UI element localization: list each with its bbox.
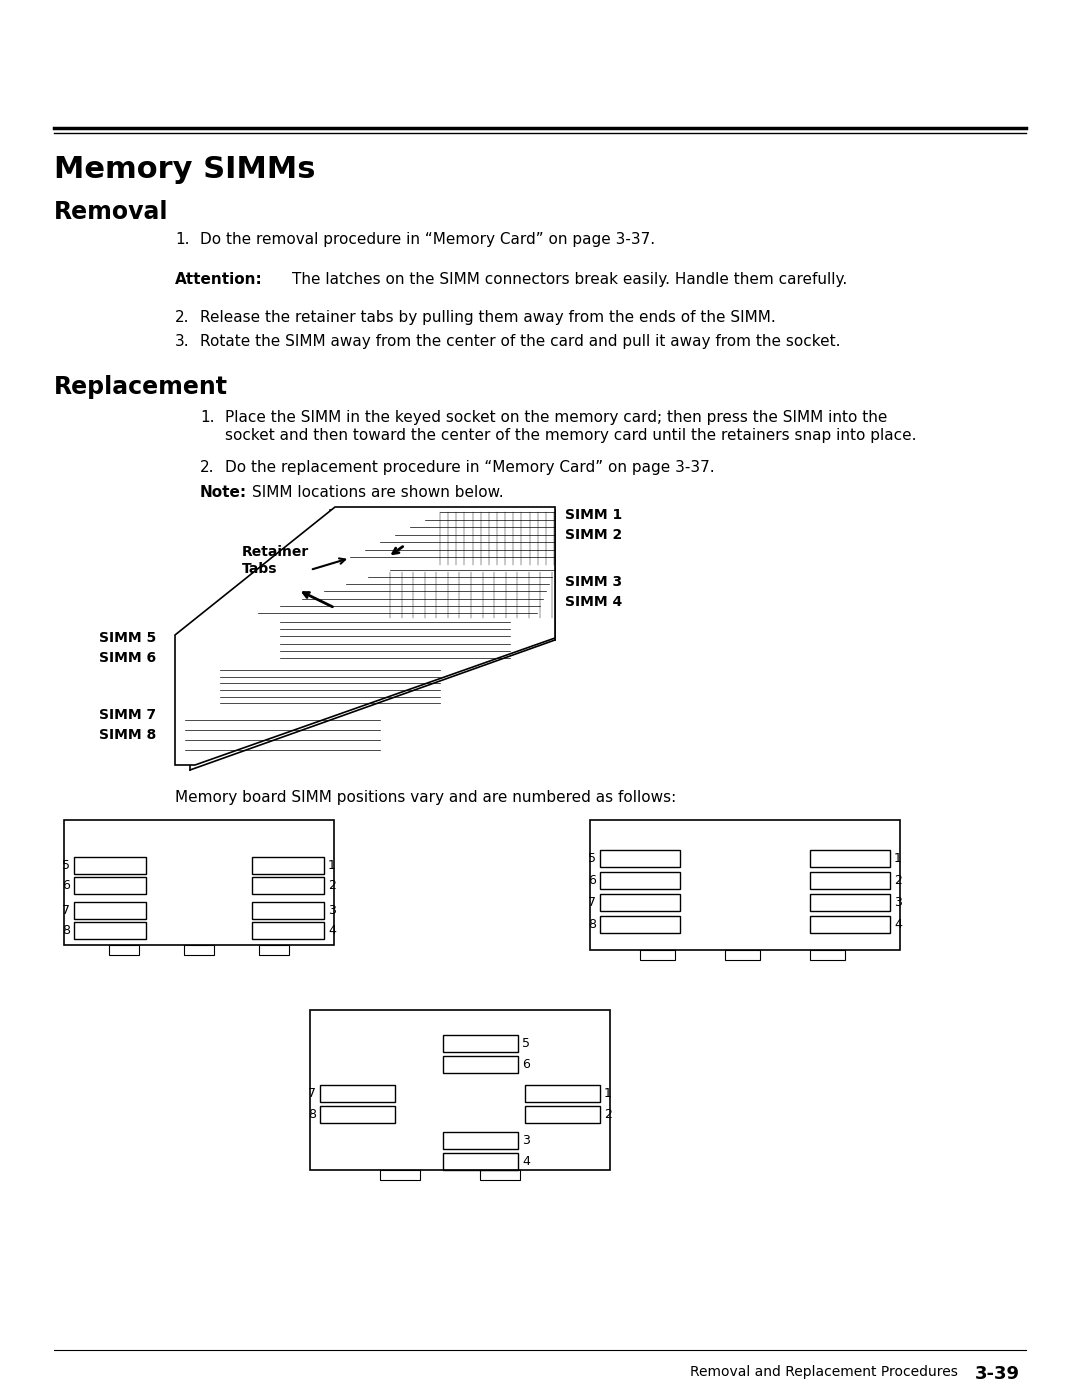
Text: 3.: 3. <box>175 334 190 349</box>
Text: SIMM 4: SIMM 4 <box>565 595 622 609</box>
Text: 2: 2 <box>328 879 336 893</box>
Text: 3: 3 <box>894 895 902 909</box>
Bar <box>75 856 146 875</box>
Text: 1: 1 <box>894 852 902 865</box>
Bar <box>480 1171 519 1180</box>
Text: Release the retainer tabs by pulling them away from the ends of the SIMM.: Release the retainer tabs by pulling the… <box>200 310 775 326</box>
Text: 5: 5 <box>588 852 596 865</box>
Bar <box>600 916 680 933</box>
Text: The latches on the SIMM connectors break easily. Handle them carefully.: The latches on the SIMM connectors break… <box>292 272 847 286</box>
Bar <box>600 894 680 911</box>
Text: 6: 6 <box>522 1058 530 1071</box>
Bar <box>64 820 334 944</box>
Bar <box>259 944 289 956</box>
Text: Do the removal procedure in “Memory Card” on page 3-37.: Do the removal procedure in “Memory Card… <box>200 232 656 247</box>
Text: 4: 4 <box>894 918 902 930</box>
Text: SIMM 8: SIMM 8 <box>98 728 156 742</box>
Text: 6: 6 <box>63 879 70 893</box>
Bar <box>310 1010 610 1171</box>
Text: 7: 7 <box>62 904 70 916</box>
Text: Memory board SIMM positions vary and are numbered as follows:: Memory board SIMM positions vary and are… <box>175 789 676 805</box>
Text: 8: 8 <box>62 923 70 937</box>
Bar <box>252 902 324 919</box>
Bar <box>443 1132 518 1148</box>
Text: Do the replacement procedure in “Memory Card” on page 3-37.: Do the replacement procedure in “Memory … <box>225 460 715 475</box>
Text: 1.: 1. <box>175 232 189 247</box>
Text: 5: 5 <box>62 859 70 872</box>
Text: 2.: 2. <box>200 460 215 475</box>
Text: SIMM 5: SIMM 5 <box>98 631 156 645</box>
Text: 7: 7 <box>588 895 596 909</box>
Text: 6: 6 <box>589 875 596 887</box>
Text: Memory SIMMs: Memory SIMMs <box>54 155 315 184</box>
Text: 5: 5 <box>522 1037 530 1051</box>
Text: SIMM 7: SIMM 7 <box>99 708 156 722</box>
Text: Place the SIMM in the keyed socket on the memory card; then press the SIMM into : Place the SIMM in the keyed socket on th… <box>225 409 888 425</box>
Text: Removal: Removal <box>54 200 168 224</box>
Bar <box>810 849 890 868</box>
Text: SIMM 1: SIMM 1 <box>565 509 622 522</box>
Bar <box>320 1106 395 1123</box>
Bar <box>184 944 214 956</box>
Text: 1: 1 <box>328 859 336 872</box>
Text: 2: 2 <box>604 1108 612 1120</box>
Text: 3: 3 <box>522 1134 530 1147</box>
Text: 3-39: 3-39 <box>975 1365 1020 1383</box>
Text: SIMM locations are shown below.: SIMM locations are shown below. <box>252 485 503 500</box>
Text: Tabs: Tabs <box>242 562 278 576</box>
Text: SIMM 3: SIMM 3 <box>565 576 622 590</box>
Text: Replacement: Replacement <box>54 374 228 400</box>
Bar <box>600 872 680 888</box>
Text: 1.: 1. <box>200 409 215 425</box>
Text: 8: 8 <box>308 1108 316 1120</box>
Text: 8: 8 <box>588 918 596 930</box>
Bar <box>443 1035 518 1052</box>
Text: 2.: 2. <box>175 310 189 326</box>
Bar <box>810 916 890 933</box>
Bar <box>725 950 760 960</box>
Bar <box>75 902 146 919</box>
Text: 1: 1 <box>604 1087 612 1099</box>
Text: Attention:: Attention: <box>175 272 262 286</box>
Bar <box>380 1171 420 1180</box>
Text: Retainer: Retainer <box>242 545 309 559</box>
Bar <box>252 922 324 939</box>
Bar <box>443 1153 518 1171</box>
Text: Rotate the SIMM away from the center of the card and pull it away from the socke: Rotate the SIMM away from the center of … <box>200 334 840 349</box>
Bar <box>640 950 675 960</box>
Bar <box>252 856 324 875</box>
Text: 4: 4 <box>522 1155 530 1168</box>
Text: Note:: Note: <box>200 485 247 500</box>
Bar <box>810 872 890 888</box>
Bar <box>525 1106 600 1123</box>
Polygon shape <box>175 507 555 766</box>
Bar <box>600 849 680 868</box>
Text: 7: 7 <box>308 1087 316 1099</box>
Bar <box>810 894 890 911</box>
Bar <box>810 950 845 960</box>
Text: 2: 2 <box>894 875 902 887</box>
Bar <box>525 1085 600 1102</box>
Bar <box>75 922 146 939</box>
Text: 4: 4 <box>328 923 336 937</box>
Bar <box>109 944 139 956</box>
Text: SIMM 6: SIMM 6 <box>99 651 156 665</box>
Bar <box>252 877 324 894</box>
Text: Removal and Replacement Procedures: Removal and Replacement Procedures <box>690 1365 958 1379</box>
Text: SIMM 2: SIMM 2 <box>565 528 622 542</box>
Bar <box>320 1085 395 1102</box>
Bar <box>590 820 900 950</box>
Text: socket and then toward the center of the memory card until the retainers snap in: socket and then toward the center of the… <box>225 427 917 443</box>
Bar <box>443 1056 518 1073</box>
Bar <box>75 877 146 894</box>
Text: 3: 3 <box>328 904 336 916</box>
